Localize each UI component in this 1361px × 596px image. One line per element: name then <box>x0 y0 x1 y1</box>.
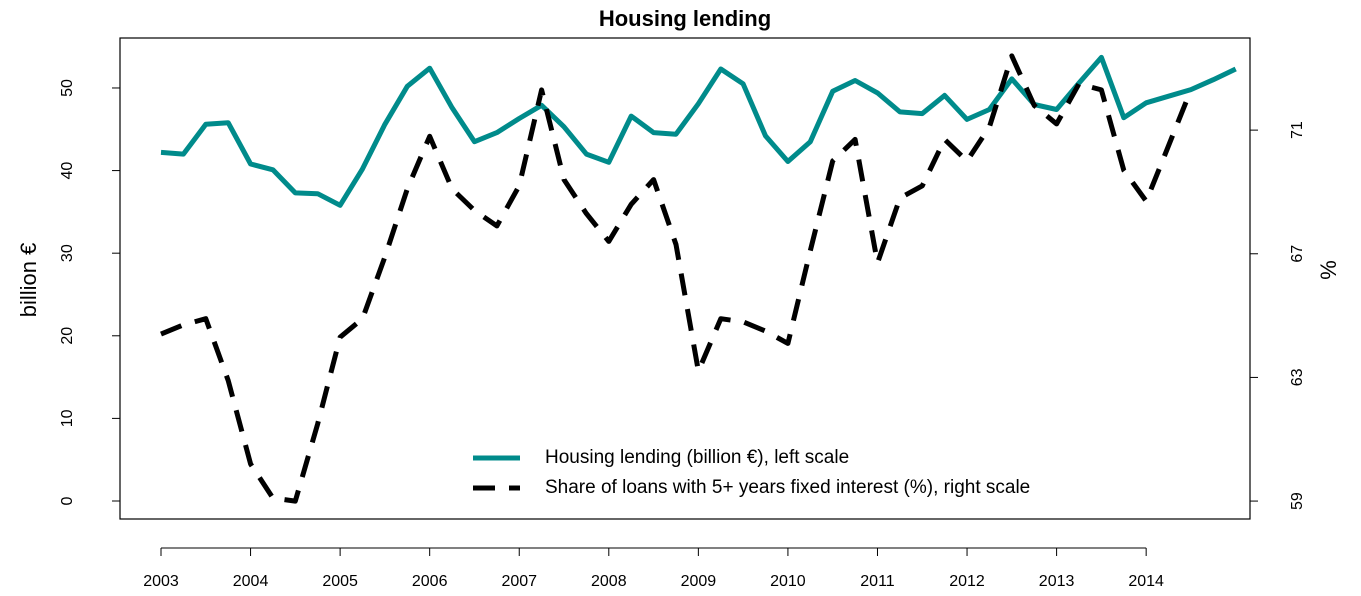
x-tick-label: 2012 <box>949 573 985 590</box>
y-tick-label: 40 <box>59 162 76 180</box>
y-tick-label: 20 <box>59 327 76 345</box>
x-tick-label: 2013 <box>1039 573 1075 590</box>
y-tick-label: 50 <box>59 79 76 97</box>
x-tick-label: 2007 <box>501 573 537 590</box>
y2-tick-label: 63 <box>1289 368 1306 386</box>
dashed-line <box>160 53 1194 504</box>
legend-label: Share of loans with 5+ years fixed inter… <box>545 477 1030 498</box>
x-tick-label: 2014 <box>1128 573 1164 590</box>
y-tick-label: 10 <box>59 409 76 427</box>
y2-tick-label: 71 <box>1289 121 1306 139</box>
y2-tick-label: 67 <box>1289 245 1306 263</box>
x-tick-label: 2003 <box>143 573 179 590</box>
x-tick-label: 2011 <box>860 573 895 590</box>
y2-axis-title: % <box>1316 260 1341 280</box>
y2-tick-label: 59 <box>1289 492 1306 510</box>
x-tick-label: 2010 <box>770 573 806 590</box>
y-axis-title: billion € <box>16 243 41 318</box>
x-tick-label: 2006 <box>412 573 448 590</box>
legend-label: Housing lending (billion €), left scale <box>545 447 849 468</box>
x-tick-label: 2004 <box>233 573 269 590</box>
x-tick-label: 2005 <box>322 573 358 590</box>
x-tick-label: 2009 <box>681 573 717 590</box>
line <box>160 54 1237 208</box>
x-tick-label: 2008 <box>591 573 627 590</box>
chart-title: Housing lending <box>599 6 771 31</box>
y-tick-label: 0 <box>59 496 76 505</box>
y-tick-label: 30 <box>59 244 76 262</box>
